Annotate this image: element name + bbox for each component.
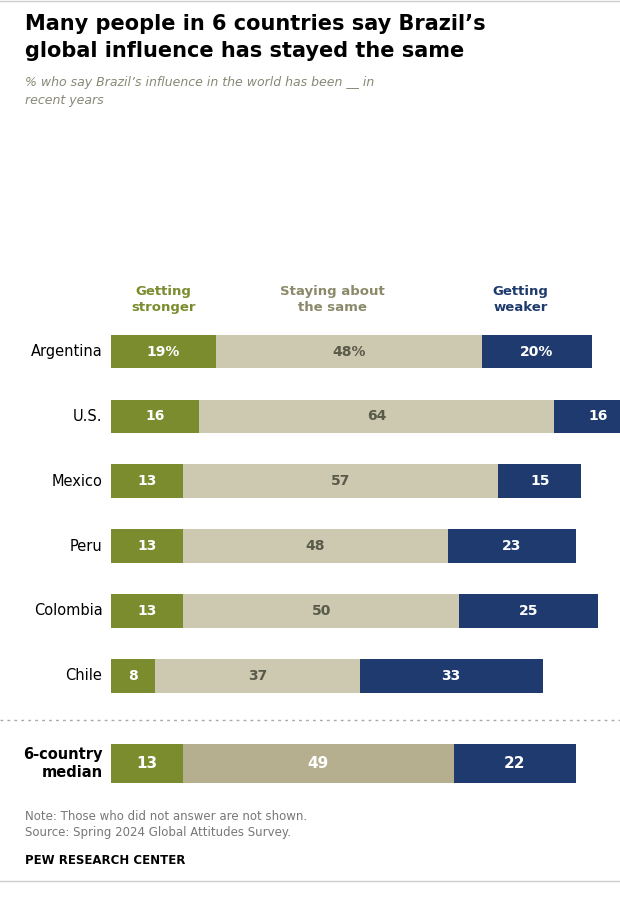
Text: 13: 13 <box>137 604 156 618</box>
Text: 16: 16 <box>588 410 608 423</box>
Text: 6-country
median: 6-country median <box>23 746 102 780</box>
Text: PEW RESEARCH CENTER: PEW RESEARCH CENTER <box>25 854 185 866</box>
Text: 20%: 20% <box>520 344 554 359</box>
Text: Colombia: Colombia <box>33 604 102 618</box>
Bar <box>155 659 360 693</box>
Text: Mexico: Mexico <box>51 474 102 489</box>
Bar <box>199 400 554 433</box>
Bar <box>111 659 155 693</box>
Text: Peru: Peru <box>69 538 102 554</box>
Text: 23: 23 <box>502 539 522 553</box>
Text: 19%: 19% <box>146 344 180 359</box>
Bar <box>183 529 448 563</box>
Text: 25: 25 <box>519 604 538 618</box>
Text: 13: 13 <box>137 539 156 553</box>
Bar <box>183 744 454 783</box>
Text: Argentina: Argentina <box>30 344 102 359</box>
Bar <box>498 464 582 498</box>
Text: 50: 50 <box>311 604 330 618</box>
Bar <box>459 594 598 627</box>
Bar <box>111 335 216 369</box>
Bar <box>111 400 199 433</box>
Text: Note: Those who did not answer are not shown.: Note: Those who did not answer are not s… <box>25 810 307 823</box>
Text: 22: 22 <box>504 755 526 771</box>
Bar <box>482 335 592 369</box>
Text: % who say Brazil’s influence in the world has been __ in
recent years: % who say Brazil’s influence in the worl… <box>25 76 374 107</box>
Text: Getting
stronger: Getting stronger <box>131 285 195 314</box>
Bar <box>183 594 459 627</box>
Bar <box>111 464 183 498</box>
Bar <box>454 744 576 783</box>
Bar <box>554 400 620 433</box>
Text: 33: 33 <box>441 669 461 683</box>
Text: global influence has stayed the same: global influence has stayed the same <box>25 41 464 61</box>
Bar <box>183 464 498 498</box>
Text: 15: 15 <box>530 474 549 489</box>
Text: 64: 64 <box>367 410 386 423</box>
Bar <box>111 744 183 783</box>
Text: Source: Spring 2024 Global Attitudes Survey.: Source: Spring 2024 Global Attitudes Sur… <box>25 826 291 839</box>
Text: 57: 57 <box>330 474 350 489</box>
Text: Staying about
the same: Staying about the same <box>280 285 384 314</box>
Text: U.S.: U.S. <box>73 409 102 424</box>
Text: Many people in 6 countries say Brazil’s: Many people in 6 countries say Brazil’s <box>25 14 485 34</box>
Bar <box>448 529 576 563</box>
Text: 48: 48 <box>306 539 326 553</box>
Bar <box>111 594 183 627</box>
Bar <box>360 659 542 693</box>
Bar <box>216 335 482 369</box>
Text: Chile: Chile <box>66 668 102 684</box>
Text: 8: 8 <box>128 669 138 683</box>
Text: 48%: 48% <box>332 344 366 359</box>
Text: Getting
weaker: Getting weaker <box>492 285 548 314</box>
Bar <box>111 529 183 563</box>
Text: 49: 49 <box>308 755 329 771</box>
Text: 37: 37 <box>248 669 267 683</box>
Text: 13: 13 <box>137 474 156 489</box>
Text: 13: 13 <box>136 755 157 771</box>
Text: 16: 16 <box>145 410 165 423</box>
